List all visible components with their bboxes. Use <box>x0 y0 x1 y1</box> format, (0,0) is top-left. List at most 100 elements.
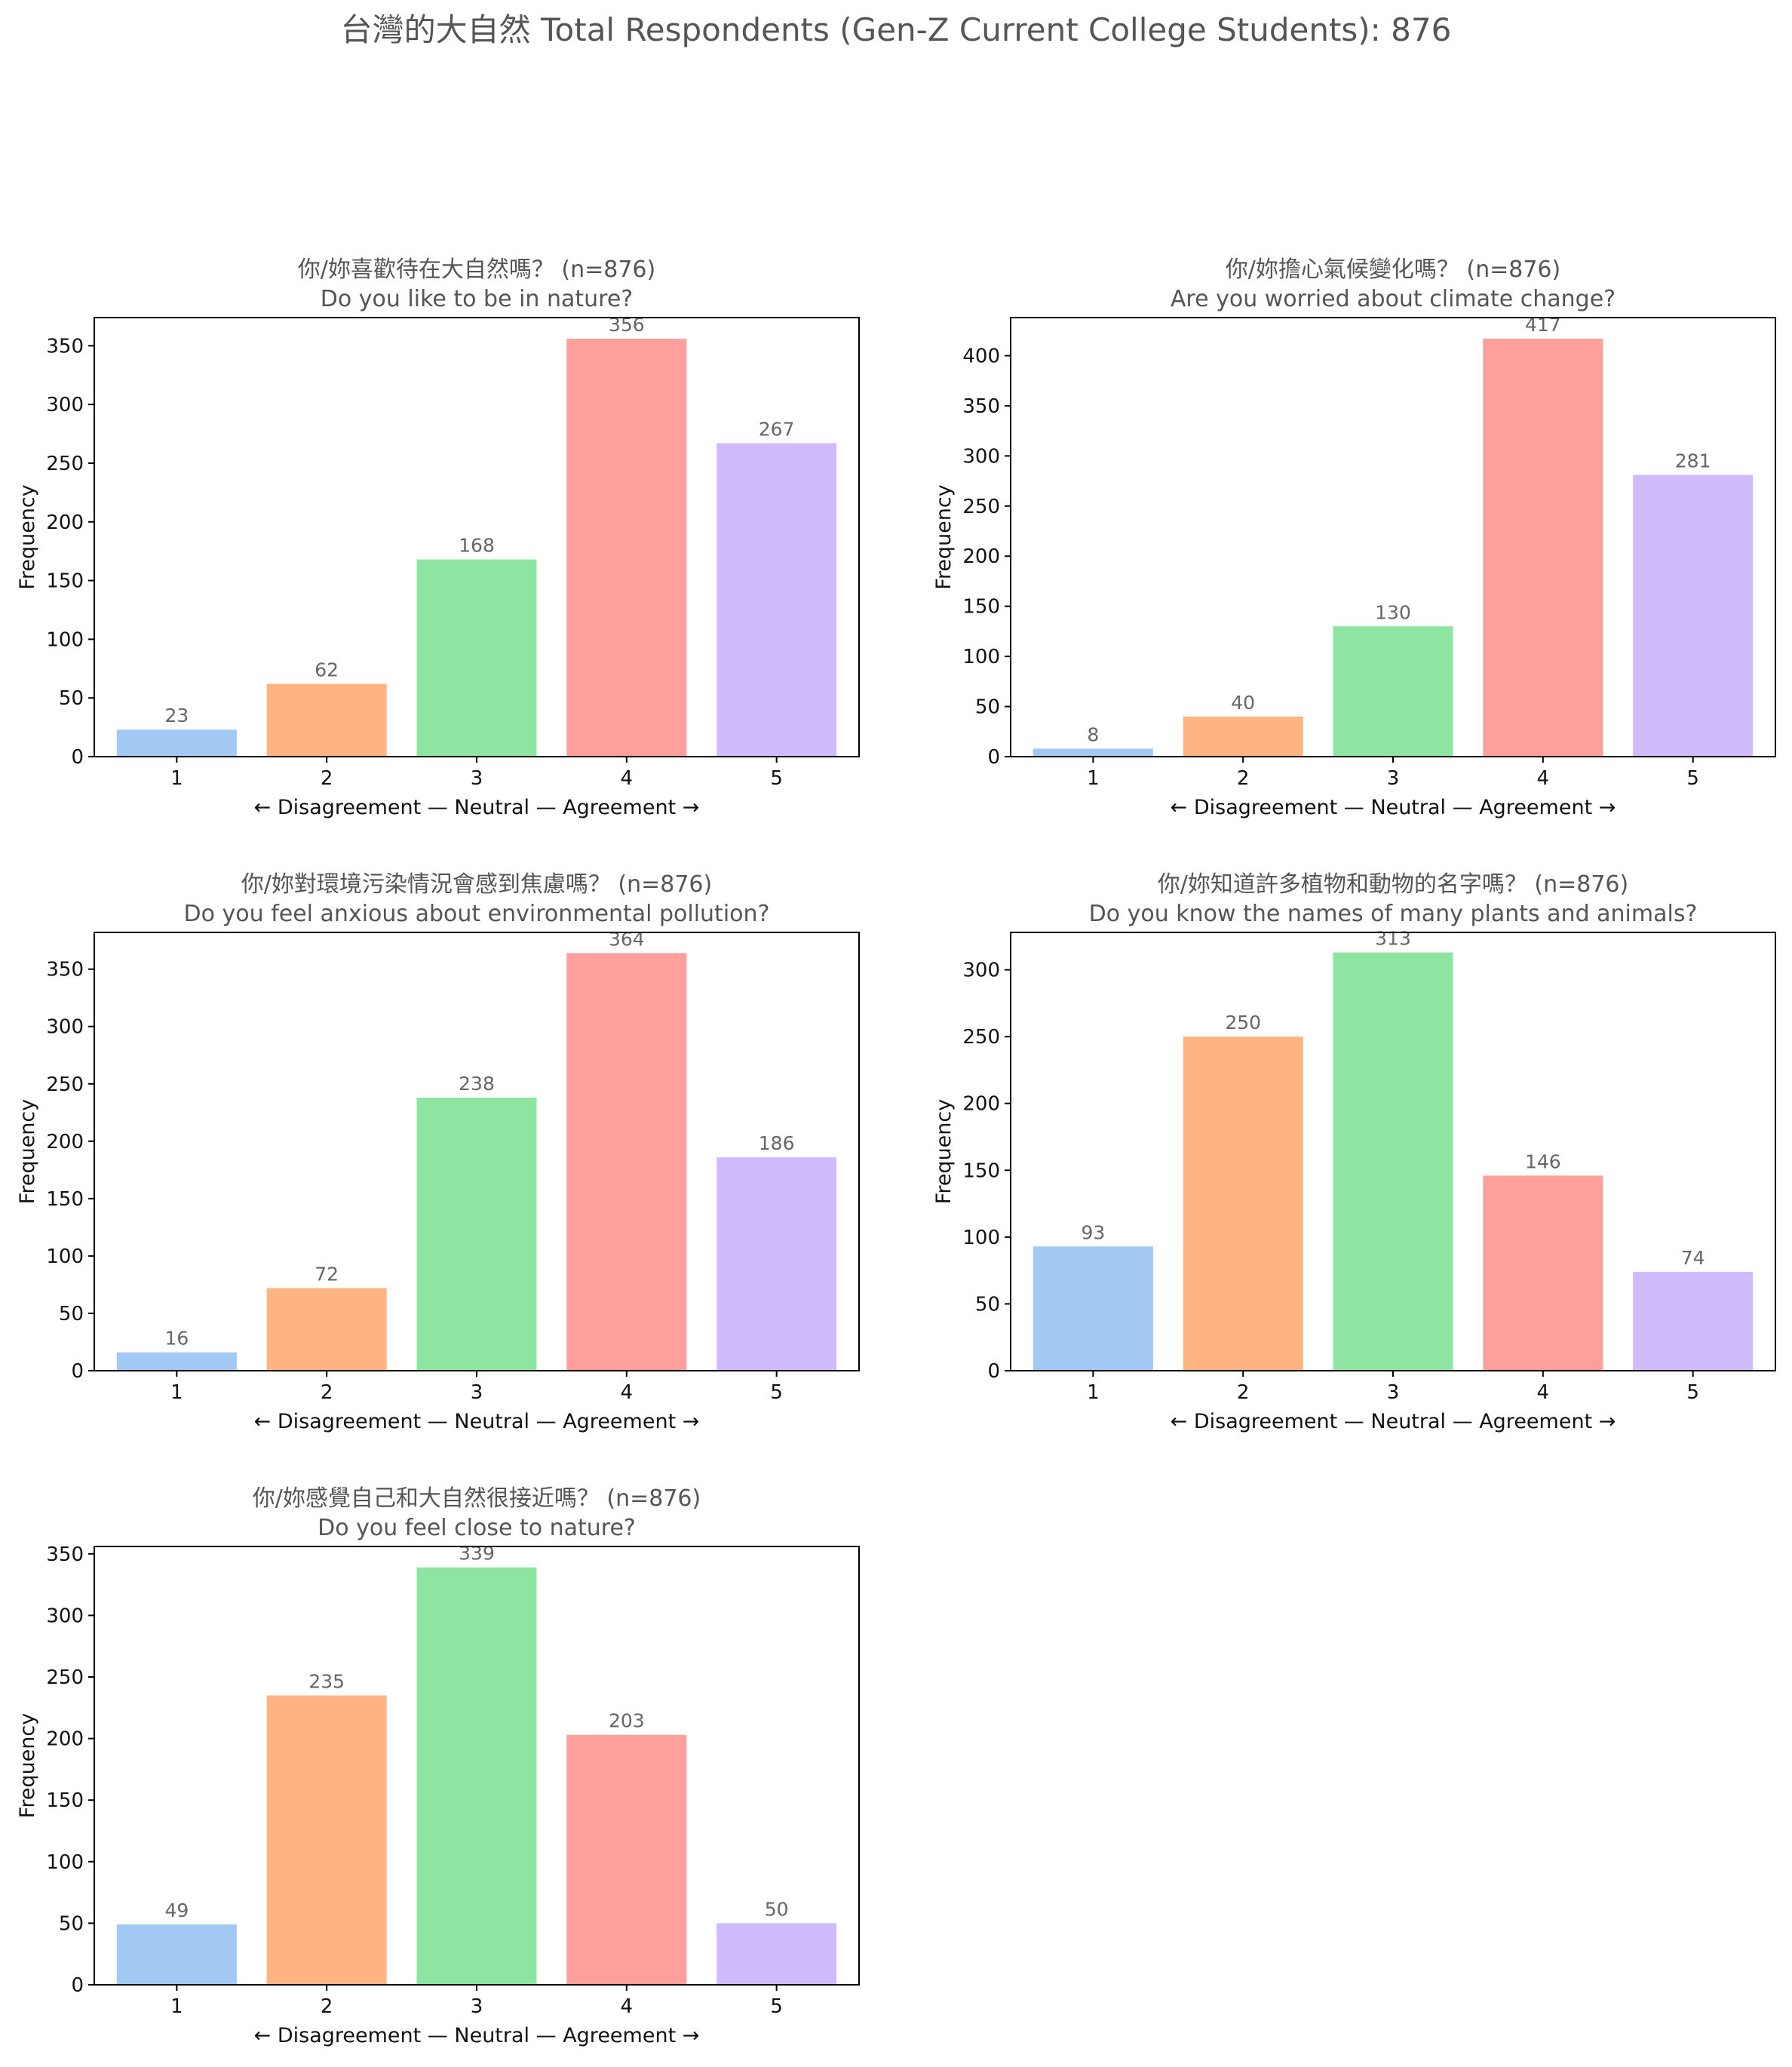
y-tick-label: 300 <box>962 960 1000 982</box>
bar-value-label: 250 <box>1225 1012 1261 1034</box>
y-tick-label: 50 <box>975 696 1000 719</box>
y-tick-label: 300 <box>962 445 1000 468</box>
y-tick-label: 350 <box>46 1543 84 1566</box>
subplot-title: 你/妳喜歡待在大自然嗎？ (n=876) <box>298 256 655 283</box>
bar-2 <box>266 1695 387 1985</box>
y-axis-label: Frequency <box>16 1099 39 1205</box>
x-tick-label: 4 <box>621 1381 634 1404</box>
y-tick-label: 350 <box>46 959 84 981</box>
y-axis-label: Frequency <box>932 484 956 590</box>
subplot-3: 你/妳對環境污染情況會感到焦慮嗎？ (n=876) Do you feel anx… <box>16 871 860 1433</box>
y-tick-label: 400 <box>962 345 1000 367</box>
bar-value-label: 130 <box>1375 601 1411 623</box>
subplot-1: 你/妳喜歡待在大自然嗎？ (n=876) Do you like to be in… <box>16 256 860 819</box>
y-tick-label: 350 <box>46 335 84 358</box>
y-tick-label: 150 <box>46 1789 84 1812</box>
y-tick-label: 100 <box>962 1227 1000 1249</box>
y-tick-label: 200 <box>46 1131 84 1153</box>
x-tick-label: 3 <box>471 767 483 790</box>
y-tick-label: 0 <box>71 746 84 769</box>
bar-value-label: 235 <box>308 1670 345 1692</box>
bar-value-label: 40 <box>1231 692 1255 714</box>
y-tick-label: 0 <box>987 1360 1000 1383</box>
bar-value-label: 281 <box>1675 450 1711 472</box>
subplot-4: 你/妳知道許多植物和動物的名字嗎？ (n=876) Do you know the… <box>932 871 1776 1433</box>
y-tick-label: 50 <box>59 1303 84 1325</box>
bar-5 <box>716 1923 837 1985</box>
bar-3 <box>1333 952 1453 1371</box>
x-tick-label: 4 <box>621 1995 634 2018</box>
bar-value-label: 186 <box>759 1132 795 1154</box>
bar-4 <box>1483 338 1603 757</box>
bar-4 <box>566 339 687 757</box>
y-tick-label: 100 <box>962 646 1000 668</box>
subplot-subtitle: Do you know the names of many plants and… <box>1089 901 1698 927</box>
bar-1 <box>116 1352 237 1371</box>
y-tick-label: 150 <box>46 570 84 593</box>
bar-5 <box>1633 475 1754 757</box>
bar-value-label: 8 <box>1087 723 1099 745</box>
y-tick-label: 150 <box>962 1159 1000 1182</box>
figure-title: 台灣的大自然 Total Respondents (Gen-Z Current … <box>341 11 1452 48</box>
bar-2 <box>1183 716 1303 757</box>
y-tick-label: 200 <box>962 1093 1000 1116</box>
subplot-subtitle: Do you feel anxious about environmental … <box>184 901 770 927</box>
x-tick-label: 4 <box>1537 767 1550 790</box>
x-axis-label: ← Disagreement — Neutral — Agreement → <box>254 2024 700 2047</box>
y-tick-label: 300 <box>46 1016 84 1039</box>
y-tick-label: 300 <box>46 394 84 416</box>
x-tick-label: 5 <box>770 1381 783 1404</box>
x-tick-label: 3 <box>1387 767 1400 790</box>
bar-4 <box>1483 1175 1603 1371</box>
y-tick-label: 200 <box>46 1728 84 1751</box>
bar-value-label: 313 <box>1375 928 1411 950</box>
y-tick-label: 200 <box>46 511 84 534</box>
bar-2 <box>266 683 387 757</box>
y-tick-label: 250 <box>46 1666 84 1689</box>
x-tick-label: 2 <box>1237 1381 1250 1404</box>
x-tick-label: 2 <box>1237 767 1250 790</box>
x-tick-label: 1 <box>170 1995 183 2018</box>
x-tick-label: 1 <box>1087 1381 1100 1404</box>
bar-value-label: 238 <box>459 1073 495 1095</box>
bar-value-label: 267 <box>759 419 795 441</box>
y-tick-label: 50 <box>59 1912 84 1935</box>
bar-3 <box>416 1567 537 1985</box>
bar-1 <box>1033 748 1153 757</box>
bar-value-label: 364 <box>609 928 645 950</box>
subplot-subtitle: Do you feel close to nature? <box>318 1515 636 1541</box>
bar-value-label: 23 <box>164 705 189 726</box>
subplot-title: 你/妳對環境污染情況會感到焦慮嗎？ (n=876) <box>241 871 712 898</box>
x-tick-label: 1 <box>170 1381 183 1404</box>
x-tick-label: 5 <box>770 767 783 790</box>
y-tick-label: 200 <box>962 545 1000 568</box>
x-tick-label: 4 <box>1537 1381 1550 1404</box>
y-axis-label: Frequency <box>16 1713 39 1819</box>
bar-value-label: 93 <box>1081 1221 1105 1243</box>
y-axis-label: Frequency <box>16 484 39 590</box>
y-tick-label: 100 <box>46 628 84 651</box>
subplot-grid: 你/妳喜歡待在大自然嗎？ (n=876) Do you like to be in… <box>16 256 1776 2047</box>
subplot-2: 你/妳擔心氣候變化嗎？ (n=876) Are you worried about… <box>932 256 1776 819</box>
x-tick-label: 5 <box>1686 1381 1699 1404</box>
subplot-title: 你/妳感覺自己和大自然很接近嗎？ (n=876) <box>253 1485 701 1512</box>
bar-value-label: 72 <box>315 1263 339 1285</box>
y-tick-label: 100 <box>46 1245 84 1268</box>
bar-value-label: 203 <box>609 1710 645 1732</box>
y-tick-label: 100 <box>46 1851 84 1874</box>
bar-3 <box>416 559 537 757</box>
x-tick-label: 2 <box>321 767 333 790</box>
bar-5 <box>1633 1271 1754 1371</box>
y-tick-label: 0 <box>71 1360 84 1383</box>
subplot-title: 你/妳知道許多植物和動物的名字嗎？ (n=876) <box>1158 871 1628 898</box>
bar-2 <box>266 1288 387 1371</box>
bar-value-label: 49 <box>164 1900 189 1921</box>
y-axis-label: Frequency <box>932 1099 956 1205</box>
bar-1 <box>116 1924 237 1985</box>
x-tick-label: 5 <box>770 1995 783 2018</box>
x-tick-label: 4 <box>621 767 634 790</box>
x-tick-label: 2 <box>321 1381 333 1404</box>
bar-4 <box>566 953 687 1371</box>
bar-3 <box>416 1098 537 1371</box>
y-tick-label: 0 <box>71 1974 84 1997</box>
